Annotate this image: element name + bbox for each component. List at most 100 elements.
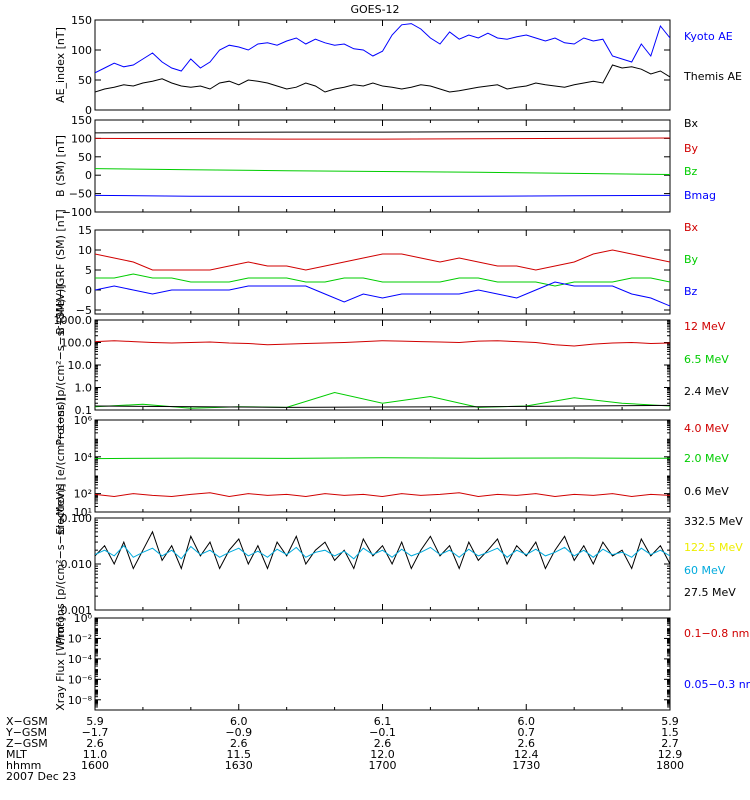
legend-label: Bmag bbox=[684, 189, 716, 202]
legend-label: Bx bbox=[684, 117, 699, 130]
x-row-value: 1.5 bbox=[661, 726, 679, 739]
legend-label: 12 MeV bbox=[684, 320, 726, 333]
legend-label: 2.4 MeV bbox=[684, 385, 729, 398]
panel-frame bbox=[94, 617, 671, 711]
series-line-bx bbox=[95, 130, 670, 134]
y-tick-label: 10⁻⁸ bbox=[68, 694, 93, 707]
panel-frame bbox=[94, 229, 671, 315]
y-tick-label: 10⁶ bbox=[74, 414, 93, 427]
y-tick-label: 150 bbox=[71, 114, 92, 127]
y-tick-label: 50 bbox=[78, 74, 92, 87]
legend-label: 332.5 MeV bbox=[684, 515, 743, 528]
series-line-2-4-mev bbox=[95, 404, 670, 408]
x-row-value: 2.6 bbox=[518, 737, 536, 750]
x-row-label: Y−GSM bbox=[5, 726, 47, 739]
y-axis-label: B (SM)−IGRF (SM) [nT] bbox=[54, 209, 67, 334]
y-axis-label: Protons [p/(cm²−s−sr−MeV)] bbox=[54, 284, 67, 445]
y-tick-label: 0.100 bbox=[61, 512, 93, 525]
x-row-value: 1800 bbox=[656, 759, 684, 772]
x-row-label: X−GSM bbox=[6, 715, 48, 728]
y-tick-label: 100.0 bbox=[61, 337, 93, 350]
x-row-value: 1600 bbox=[81, 759, 109, 772]
series-line-2-0-mev bbox=[95, 457, 670, 460]
series-line-bmag bbox=[95, 194, 670, 197]
y-tick-label: 0.001 bbox=[61, 604, 93, 617]
y-tick-label: 10¹ bbox=[74, 506, 92, 519]
legend-label: 2.0 MeV bbox=[684, 452, 729, 465]
y-tick-label: 0.010 bbox=[61, 558, 93, 571]
x-row-value: −1.7 bbox=[82, 726, 109, 739]
legend-label: 0.1−0.8 nm bbox=[684, 627, 749, 640]
legend-label: 4.0 MeV bbox=[684, 422, 729, 435]
y-tick-label: 0 bbox=[85, 104, 92, 117]
y-tick-label: 15 bbox=[78, 224, 92, 237]
x-row-value: 2.7 bbox=[661, 737, 679, 750]
y-tick-label: 10⁻⁴ bbox=[68, 653, 93, 666]
x-row-value: 12.4 bbox=[514, 748, 539, 761]
y-tick-label: 1.0 bbox=[75, 382, 93, 395]
y-tick-label: 10 bbox=[78, 244, 92, 257]
series-line-332-5-mev bbox=[95, 530, 670, 570]
x-row-label: hhmm bbox=[6, 759, 41, 772]
legend-label: By bbox=[684, 253, 699, 266]
panel-frame bbox=[94, 517, 671, 611]
x-row-label: MLT bbox=[6, 748, 27, 761]
y-axis-label: B (SM) [nT] bbox=[54, 135, 67, 197]
x-row-value: 1730 bbox=[512, 759, 540, 772]
panel-1: 0 50 100 150 AE_index [nT] Kyoto AE Themis AE bbox=[54, 14, 742, 117]
legend-label: Bx bbox=[684, 221, 699, 234]
y-axis-label: Protons [p/(cm²−s−sr−MeV)] bbox=[54, 483, 67, 644]
y-tick-label: 100 bbox=[71, 132, 92, 145]
y-tick-label: 0 bbox=[85, 169, 92, 182]
legend-label: Kyoto AE bbox=[684, 30, 733, 43]
y-tick-label: −5 bbox=[76, 304, 92, 317]
x-row-value: 6.1 bbox=[374, 715, 392, 728]
legend-label: 0.6 MeV bbox=[684, 485, 729, 498]
series-line-by bbox=[95, 137, 670, 140]
panel-3: −5 0 5 10 15 B (SM)−IGRF (SM) [nT] Bx By Bz bbox=[54, 209, 699, 334]
x-row-value: 2.6 bbox=[230, 737, 248, 750]
x-row-value: −0.1 bbox=[369, 726, 396, 739]
series-line-60-mev bbox=[95, 544, 670, 560]
x-row-value: 6.0 bbox=[518, 715, 536, 728]
series-line-themis-ae bbox=[95, 64, 670, 93]
series-line-by bbox=[95, 273, 670, 287]
y-axis-label: AE_index [nT] bbox=[54, 27, 67, 103]
y-tick-label: 10² bbox=[74, 488, 92, 501]
x-row-value: 2.6 bbox=[374, 737, 392, 750]
series-line-kyoto-ae bbox=[95, 23, 670, 74]
y-tick-label: 0.1 bbox=[75, 404, 93, 417]
legend-label: 0.05−0.3 nm bbox=[684, 678, 750, 691]
panel-frame bbox=[94, 119, 671, 213]
series-line-bz bbox=[95, 168, 670, 176]
y-tick-label: 10⁻² bbox=[68, 632, 92, 645]
x-row-value: 11.5 bbox=[227, 748, 252, 761]
x-row-value: 1630 bbox=[225, 759, 253, 772]
x-row-value: 6.0 bbox=[230, 715, 248, 728]
legend-label: Bz bbox=[684, 165, 698, 178]
x-row-value: 1700 bbox=[369, 759, 397, 772]
x-axis-table: X−GSM 5.9 6.0 6.1 6.0 5.9 Y−GSM −1.7 −0.9 −0.1 0.7… bbox=[5, 715, 684, 783]
legend-label: 6.5 MeV bbox=[684, 353, 729, 366]
y-tick-label: 10⁻⁶ bbox=[68, 673, 93, 686]
x-row-value: 5.9 bbox=[661, 715, 679, 728]
y-axis-label: Xray Flux [W/m²] bbox=[54, 617, 67, 710]
panel-frame bbox=[94, 319, 671, 411]
legend-label: 60 MeV bbox=[684, 564, 726, 577]
x-row-value: 5.9 bbox=[86, 715, 104, 728]
legend-label: Bz bbox=[684, 285, 698, 298]
x-row-value: 0.7 bbox=[518, 726, 536, 739]
panel-frame bbox=[94, 19, 671, 111]
x-row-value: 11.0 bbox=[83, 748, 108, 761]
legend-label: 27.5 MeV bbox=[684, 586, 736, 599]
series-line-bz bbox=[95, 281, 670, 307]
y-tick-label: 1000.0 bbox=[54, 314, 93, 327]
x-row-value: 2.6 bbox=[86, 737, 104, 750]
x-row-value: 12.0 bbox=[370, 748, 395, 761]
legend-label: 122.5 MeV bbox=[684, 541, 743, 554]
